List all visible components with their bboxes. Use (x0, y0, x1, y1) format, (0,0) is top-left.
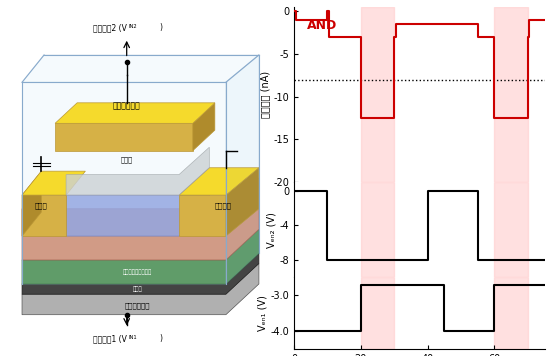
Polygon shape (226, 168, 259, 236)
Text: ボトムゲート: ボトムゲート (125, 303, 151, 309)
Text: 絶縁膜: 絶縁膜 (120, 156, 133, 162)
Text: トップゲート: トップゲート (113, 102, 141, 111)
Polygon shape (22, 178, 259, 260)
Y-axis label: Vₑₙ₁ (V): Vₑₙ₁ (V) (258, 295, 268, 331)
Polygon shape (66, 147, 210, 195)
Text: IN2: IN2 (128, 24, 137, 29)
Polygon shape (66, 168, 210, 236)
Bar (361, 182, 394, 277)
Text: 界面コーティング層: 界面コーティング層 (123, 269, 152, 275)
Text: IN1: IN1 (128, 335, 137, 340)
Polygon shape (22, 171, 85, 195)
Polygon shape (226, 55, 259, 284)
Text: 絶縁膜: 絶縁膜 (133, 286, 142, 292)
Y-axis label: Vₑₙ₂ (V): Vₑₙ₂ (V) (267, 212, 277, 248)
Text: AND: AND (306, 19, 337, 32)
Polygon shape (22, 82, 226, 284)
Text: ソース: ソース (35, 202, 48, 209)
Bar (361, 277, 394, 349)
Text: ): ) (160, 23, 163, 32)
Bar (361, 7, 394, 182)
Polygon shape (55, 123, 193, 151)
Polygon shape (22, 229, 259, 284)
Text: 入力電圧1 (V: 入力電圧1 (V (93, 334, 126, 343)
Polygon shape (22, 55, 259, 82)
Bar (494, 277, 528, 349)
Polygon shape (22, 171, 41, 236)
Polygon shape (55, 103, 215, 123)
Polygon shape (193, 103, 215, 151)
Y-axis label: 出力信号 (nA): 出力信号 (nA) (261, 71, 271, 118)
Text: 入力電圧2 (V: 入力電圧2 (V (93, 23, 126, 32)
Text: ): ) (160, 334, 163, 343)
Polygon shape (179, 168, 259, 195)
Polygon shape (179, 195, 226, 236)
Bar (494, 7, 528, 182)
Bar (494, 182, 528, 277)
Polygon shape (22, 195, 66, 236)
Polygon shape (22, 263, 259, 315)
Text: ドレイン: ドレイン (214, 202, 232, 209)
Polygon shape (22, 253, 259, 294)
